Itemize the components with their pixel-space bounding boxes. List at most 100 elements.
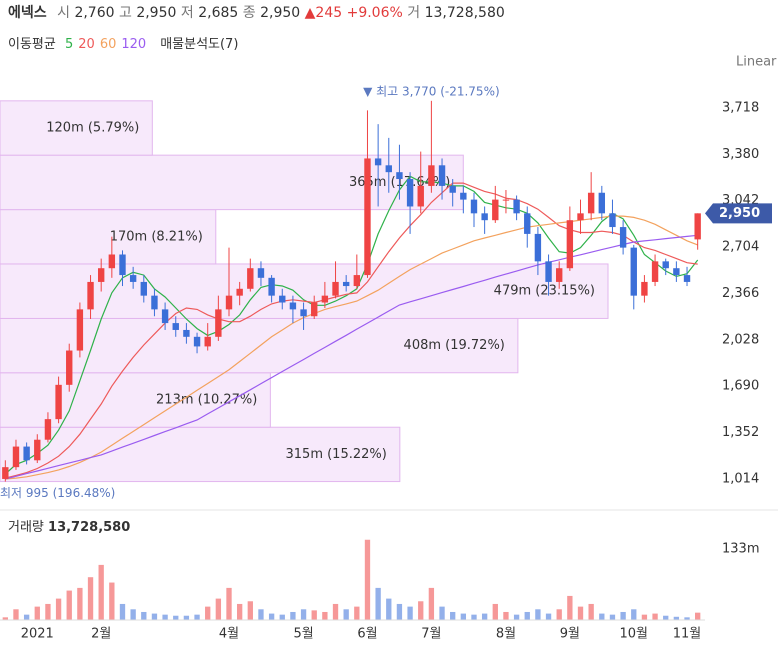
volume-bar <box>45 603 51 620</box>
candle-body <box>23 446 30 461</box>
candle-body <box>587 192 595 214</box>
candle-body <box>183 329 190 337</box>
volume-bar <box>673 616 680 620</box>
volume-bar <box>524 611 530 620</box>
volume-bar <box>162 614 168 620</box>
candle-body <box>353 275 361 287</box>
price-tag-label: 2,950 <box>719 206 760 221</box>
volume-bar <box>556 609 562 620</box>
legend-entry: 120 <box>121 37 146 52</box>
profile-bar <box>0 426 401 483</box>
candle-body <box>161 309 169 324</box>
value: 2,760 <box>74 5 114 21</box>
volume-bar <box>183 615 190 620</box>
volume-bar <box>23 614 30 620</box>
profile-label: 479m (23.15%) <box>494 284 595 299</box>
label: 시 <box>57 5 70 21</box>
value: 2,685 <box>198 5 238 21</box>
volume-bar <box>663 615 669 620</box>
price-tag <box>705 203 772 224</box>
volume-bar <box>2 617 8 620</box>
volume-bar <box>173 615 179 620</box>
candle-body <box>268 277 275 296</box>
profile-label: 120m (5.79%) <box>46 120 139 135</box>
scale-mode[interactable]: Linear <box>736 55 777 70</box>
volume-title: 거래량 <box>8 520 44 535</box>
label: 저 <box>181 5 194 21</box>
volume-bar <box>268 613 275 620</box>
candle-body <box>428 165 435 186</box>
volume-bar <box>343 609 349 620</box>
y-tick-label: 1,690 <box>722 379 759 394</box>
profile-label: 170m (8.21%) <box>110 229 203 244</box>
x-tick-label: 4월 <box>219 627 239 642</box>
candle-body <box>172 323 179 330</box>
candle-body <box>76 309 84 351</box>
candle-body <box>364 158 371 276</box>
volume-last: 13,728,580 <box>48 520 130 535</box>
candle-body <box>289 302 297 310</box>
volume-bar <box>588 603 594 620</box>
volume-bar <box>194 614 200 620</box>
candle-body <box>247 268 254 289</box>
value: 13,728,580 <box>425 5 505 21</box>
candle-body <box>12 446 20 468</box>
y-tick-label: 3,380 <box>722 147 759 162</box>
candle-body <box>651 261 659 282</box>
max-label: ▼ 최고 3,770 (-21.75%) <box>363 84 500 98</box>
volume-bar <box>55 598 62 620</box>
candle-body <box>34 439 41 461</box>
volume-bar <box>386 598 392 620</box>
volume-bar <box>141 611 147 620</box>
volume-bar <box>471 614 477 620</box>
volume-bar <box>492 603 498 620</box>
volume-bar <box>87 577 94 620</box>
candle-body <box>524 213 531 234</box>
volume-bar <box>450 611 456 620</box>
candle-body <box>460 192 467 200</box>
ma-line <box>5 234 698 480</box>
volume-bar <box>300 609 307 620</box>
volume-bar <box>418 601 424 620</box>
volume-bar <box>236 603 243 620</box>
x-tick-label: 9월 <box>560 627 580 642</box>
label: 종 <box>243 5 256 21</box>
y-tick-label: 3,718 <box>722 100 759 115</box>
moving-averages <box>4 175 699 480</box>
stock-name: 에넥스 <box>8 5 47 21</box>
candle-body <box>321 295 329 303</box>
candle-body <box>236 288 243 296</box>
volume-bar <box>641 614 648 620</box>
candle-body <box>215 309 222 337</box>
candle-body <box>396 172 403 180</box>
candle-body <box>193 336 201 347</box>
candle-body <box>108 254 116 269</box>
candle-body <box>55 384 62 420</box>
candle-body <box>609 213 616 228</box>
candle-body <box>2 467 9 479</box>
candle-body <box>311 302 318 317</box>
volume-bar <box>535 609 541 620</box>
candle-body <box>44 419 52 440</box>
volume-bar <box>279 614 285 620</box>
x-tick-label: 8월 <box>496 627 516 642</box>
candle-body <box>300 309 307 317</box>
profile-bar <box>0 100 153 156</box>
candle-body <box>566 220 574 269</box>
legend: 이동평균 5 20 60 120 매물분석도(7) <box>8 37 238 52</box>
volume-bar <box>311 610 317 620</box>
candle-body <box>279 295 286 303</box>
candle-body <box>204 336 211 347</box>
ma-line <box>5 182 698 479</box>
candle-body <box>97 268 105 282</box>
volume-bar <box>215 598 222 620</box>
volume-bar <box>599 613 605 620</box>
candle-body <box>481 213 488 221</box>
y-tick-label: 2,366 <box>722 286 759 301</box>
volume-bar <box>652 613 658 620</box>
candle-body <box>694 213 701 240</box>
candle-body <box>630 247 637 296</box>
volume-bar <box>503 611 509 620</box>
candle-body <box>151 295 158 310</box>
y-tick-label: 1,014 <box>722 471 759 486</box>
